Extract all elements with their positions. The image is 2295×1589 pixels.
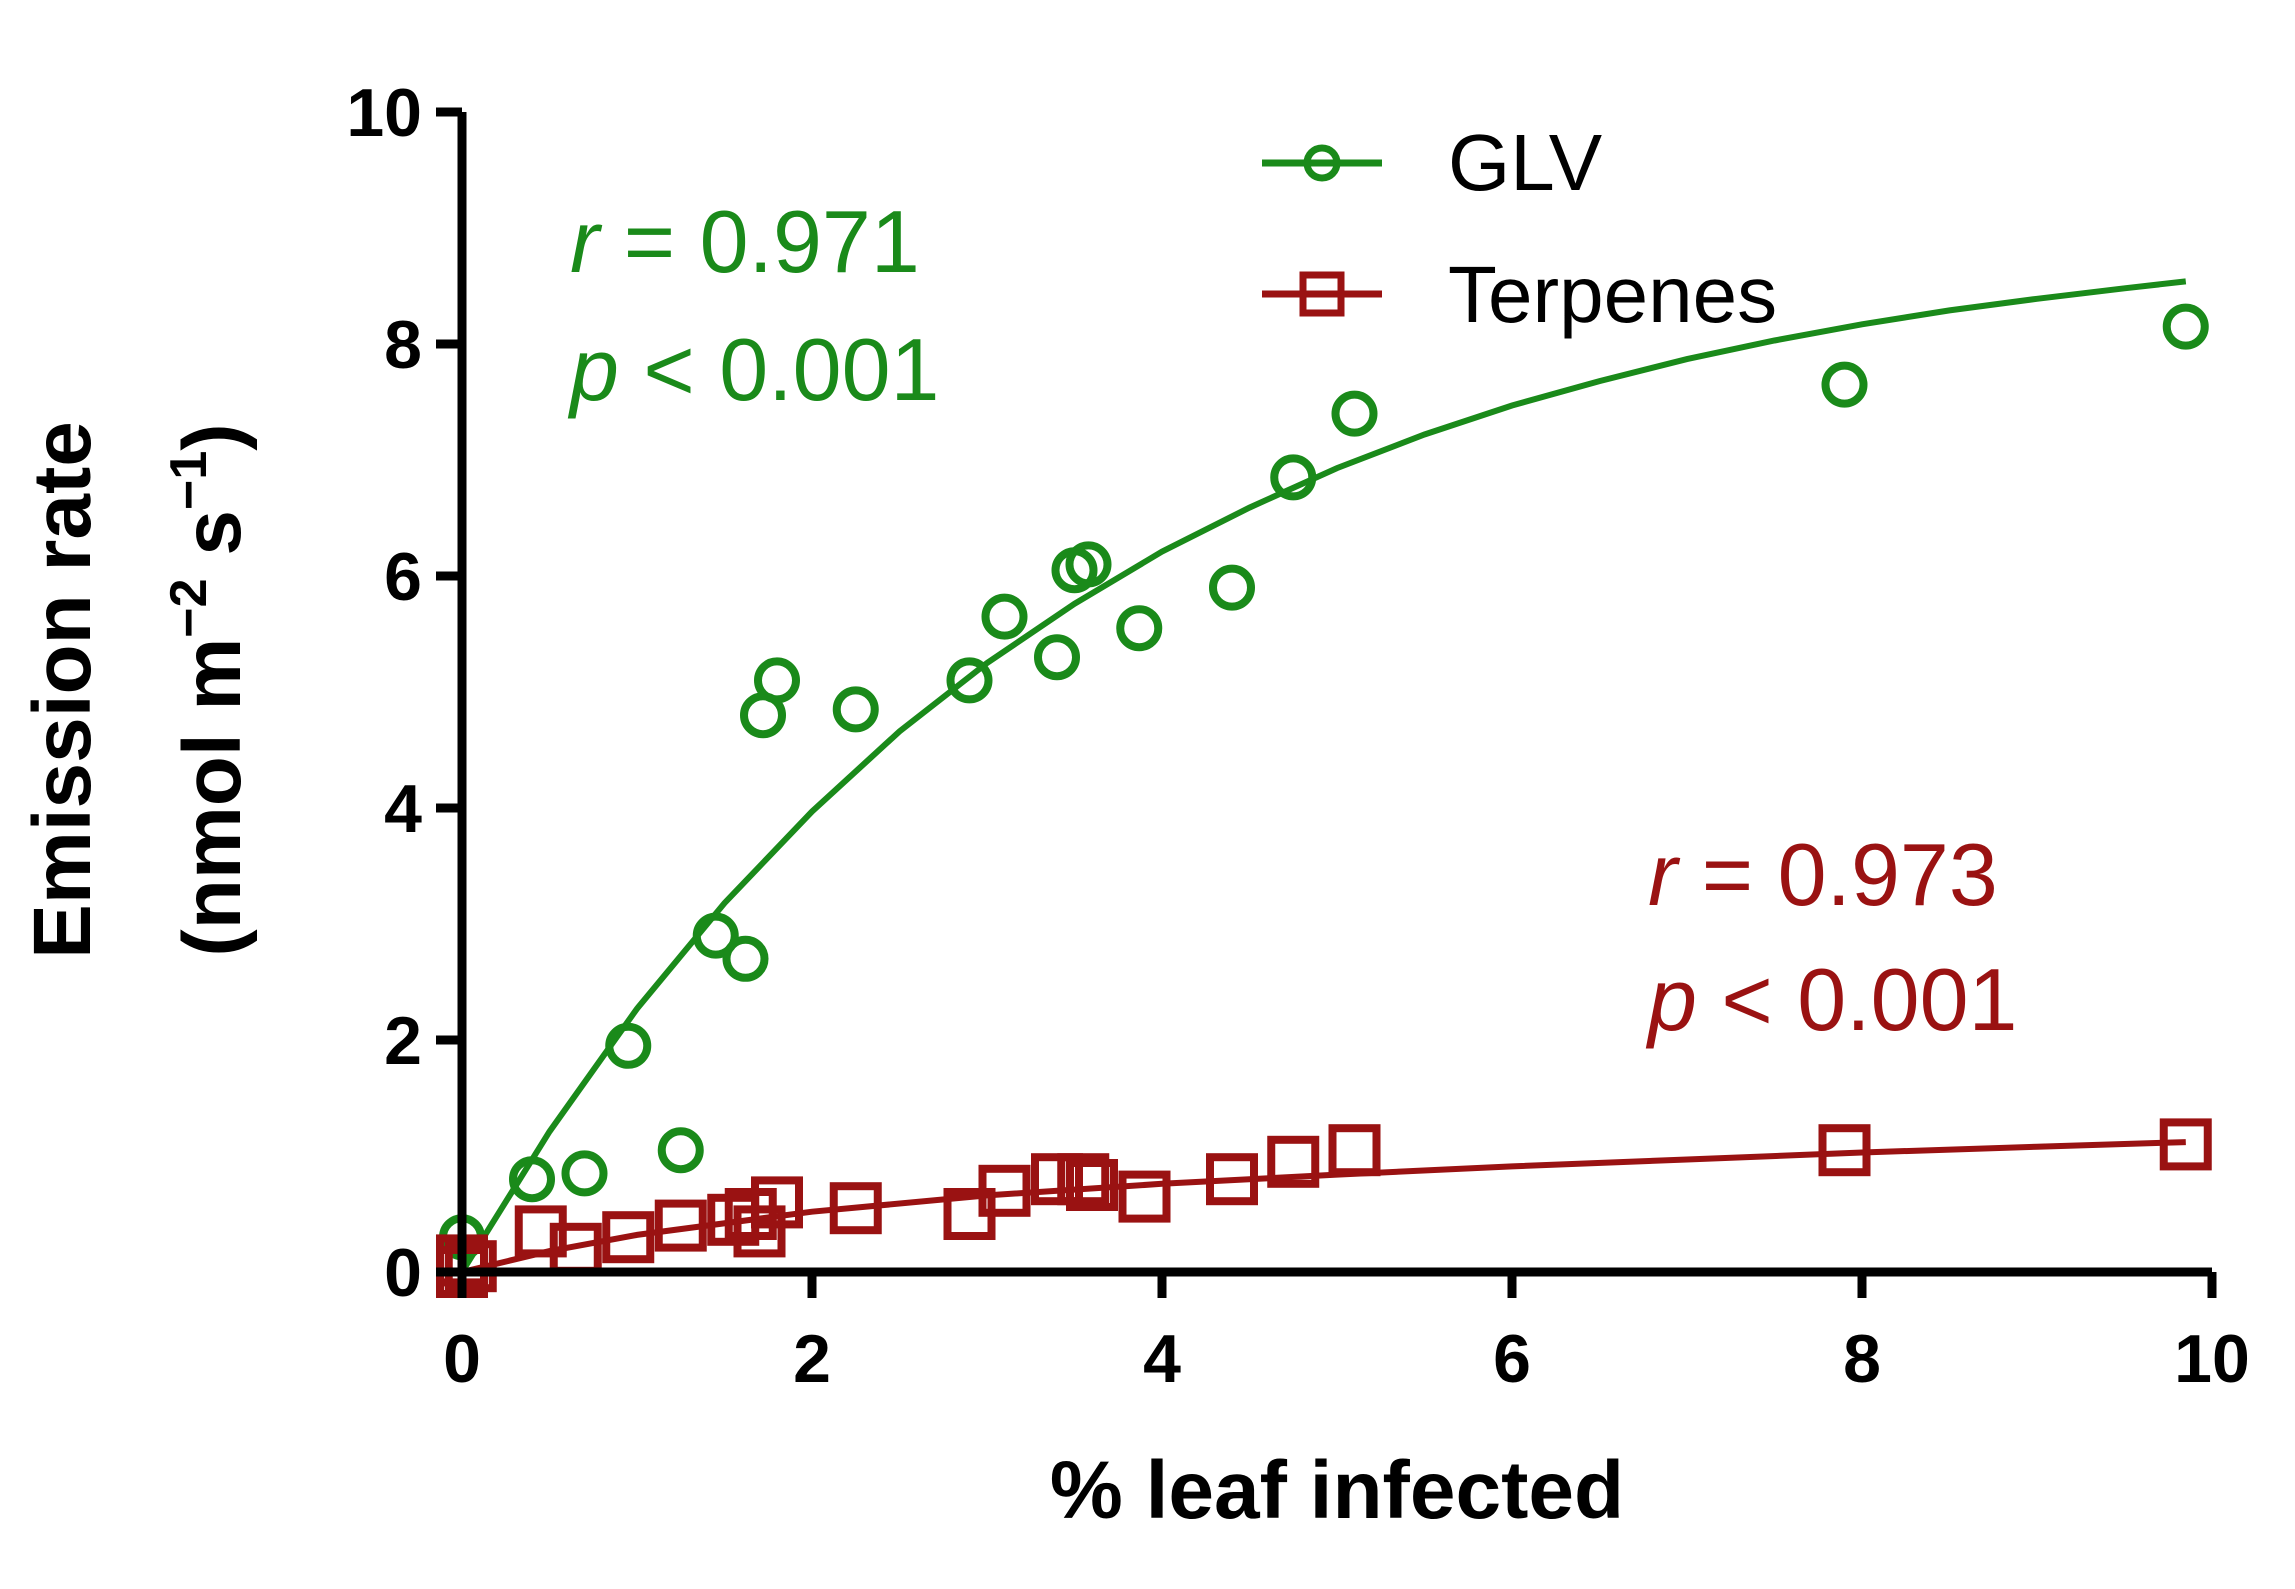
glv-data-point — [1034, 634, 1080, 681]
terpenes-data-point — [514, 1205, 567, 1258]
terpenes-data-point — [1066, 1159, 1118, 1211]
legend-item-glv: GLV — [1262, 118, 1603, 207]
terpenes-data-point — [654, 1199, 707, 1252]
glv-data-point — [832, 686, 879, 733]
terpenes-data-point — [751, 1176, 803, 1229]
glv-data-point — [722, 935, 769, 982]
y-ticks: 0 2 4 6 8 10 — [346, 75, 462, 1311]
legend-glv-label: GLV — [1448, 118, 1603, 207]
y-axis-title: Emission rate (nmol m−2 s−1) — [17, 421, 258, 959]
x-tick-label: 6 — [1493, 1321, 1531, 1397]
y-tick-label: 6 — [384, 539, 422, 615]
terpenes-r-symbol: r — [1648, 825, 1681, 924]
glv-data-point — [981, 593, 1028, 640]
glv-data-point — [1065, 541, 1112, 588]
x-axis-title: % leaf infected — [1050, 1445, 1624, 1536]
glv-data-point — [2162, 303, 2209, 350]
x-tick-label: 4 — [1143, 1321, 1181, 1397]
y-axis-title-line1: Emission rate — [17, 421, 108, 959]
glv-data-point — [1331, 390, 1378, 437]
x-tick-label: 0 — [443, 1321, 481, 1397]
glv-data-point — [561, 1150, 608, 1197]
terpenes-data-point — [444, 1240, 497, 1293]
y-axis-title-unit-b: s — [167, 510, 258, 578]
y-axis-title-unit-a: (nmol m — [167, 638, 258, 957]
glv-data-point — [1116, 605, 1163, 652]
terpenes-data-point — [1057, 1153, 1110, 1206]
terpenes-r-text: = 0.973 — [1677, 825, 1998, 924]
glv-r-text: = 0.971 — [599, 192, 920, 291]
glv-data-point — [1209, 564, 1255, 611]
glv-data-point — [1270, 454, 1317, 501]
x-ticks: 0 2 4 6 8 10 — [443, 1272, 2250, 1397]
y-tick-label: 0 — [384, 1235, 422, 1311]
terpenes-p-value: p < 0.001 — [1645, 950, 2017, 1049]
glv-data-point — [946, 657, 993, 704]
legend-item-terpenes: Terpenes — [1262, 250, 1777, 339]
glv-data-point — [754, 657, 800, 704]
glv-data-point — [509, 1156, 555, 1203]
legend-terpenes-marker — [1299, 271, 1345, 317]
legend-terpenes-label: Terpenes — [1448, 250, 1777, 339]
terpenes-p-symbol: p — [1645, 950, 1697, 1049]
glv-data-point — [692, 912, 739, 959]
glv-data-point — [605, 1022, 652, 1069]
glv-r-symbol: r — [570, 192, 603, 291]
terpenes-r-value: r = 0.973 — [1648, 825, 1998, 924]
terpenes-data-point — [733, 1205, 786, 1258]
terpenes-fit-curve — [461, 1139, 2186, 1275]
terpenes-data-point — [2159, 1118, 2212, 1171]
legend-glv-marker — [1303, 144, 1341, 182]
terpenes-data-point — [829, 1182, 882, 1235]
y-axis-title-sup-a: −2 — [160, 578, 218, 637]
glv-p-text: < 0.001 — [619, 320, 940, 419]
x-tick-label: 8 — [1843, 1321, 1881, 1397]
legend: GLV Terpenes — [1262, 118, 1777, 339]
glv-p-symbol: p — [567, 320, 619, 419]
glv-fit-curve — [459, 278, 2187, 1274]
y-axis-title-line2: (nmol m−2 s−1) — [160, 423, 258, 956]
y-tick-label: 4 — [384, 771, 422, 847]
glv-data-point — [657, 1127, 704, 1174]
terpenes-data-point — [1206, 1153, 1258, 1206]
plot-area — [436, 278, 2212, 1298]
y-axis-title-unit-c: ) — [167, 423, 258, 450]
glv-data-point — [1821, 361, 1868, 408]
terpenes-data-point — [602, 1211, 655, 1264]
glv-p-value: p < 0.001 — [567, 320, 939, 419]
y-axis-title-sup-b: −1 — [160, 451, 218, 510]
terpenes-data-point — [1031, 1153, 1083, 1206]
y-tick-label: 2 — [384, 1003, 422, 1079]
glv-r-value: r = 0.971 — [570, 192, 920, 291]
x-tick-label: 2 — [793, 1321, 831, 1397]
terpenes-data-point — [1328, 1124, 1381, 1177]
glv-stats-annotation: r = 0.971 p < 0.001 — [567, 192, 939, 419]
terpenes-data-point — [1818, 1124, 1871, 1177]
terpenes-p-text: < 0.001 — [1697, 950, 2018, 1049]
terpenes-data-point — [724, 1188, 777, 1240]
terpenes-data-point — [1267, 1135, 1320, 1188]
terpenes-data-point — [978, 1164, 1031, 1217]
x-tick-label: 10 — [2174, 1321, 2250, 1397]
terpenes-data-point — [1118, 1170, 1171, 1223]
y-tick-label: 8 — [384, 307, 422, 383]
terpenes-stats-annotation: r = 0.973 p < 0.001 — [1645, 825, 2017, 1049]
y-tick-label: 10 — [346, 75, 422, 151]
